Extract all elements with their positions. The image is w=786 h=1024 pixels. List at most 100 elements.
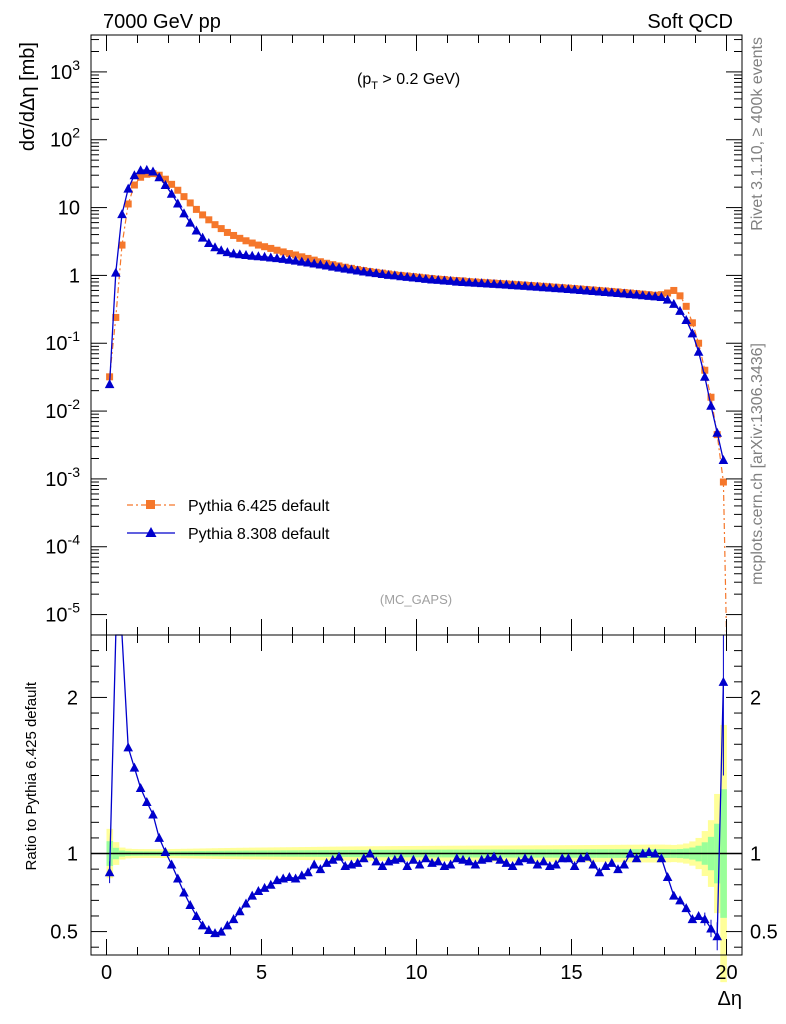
series-point-pythia6 — [254, 241, 262, 249]
series-point-pythia8 — [718, 455, 729, 465]
series-point-pythia8 — [148, 166, 158, 176]
series-point-pythia8 — [284, 254, 295, 264]
ratio-point-pythia8 — [334, 851, 344, 861]
legend-marker-pythia8 — [145, 527, 157, 537]
main-y-tick-label: 1 — [69, 265, 80, 287]
x-tick-label: 0 — [101, 962, 112, 984]
ratio-point-pythia8 — [191, 910, 202, 920]
ratio-y-tick-label: 2 — [67, 687, 78, 709]
series-point-pythia6 — [248, 239, 256, 247]
ratio-point-pythia8 — [563, 853, 574, 863]
series-point-pythia8 — [452, 276, 462, 286]
ratio-point-pythia8 — [129, 762, 140, 772]
series-point-pythia8 — [352, 265, 363, 275]
main-y-axis-label: dσ/dΔη [mb] — [17, 42, 39, 151]
side-text-top: Rivet 3.1.10, ≥ 400k events — [749, 37, 766, 231]
series-point-pythia8 — [545, 282, 555, 292]
ratio-point-pythia8 — [433, 856, 443, 866]
series-point-pythia8 — [390, 270, 400, 280]
series-point-pythia8 — [693, 346, 704, 356]
ratio-point-pythia8 — [228, 914, 239, 924]
series-point-pythia8 — [228, 248, 239, 258]
series-point-pythia6 — [211, 221, 219, 229]
legend-label-pythia8: Pythia 8.308 default — [188, 526, 330, 543]
series-point-pythia8 — [278, 253, 288, 263]
series-point-pythia8 — [501, 279, 512, 289]
series-point-pythia8 — [309, 258, 319, 268]
series-point-pythia8 — [681, 315, 691, 325]
series-point-pythia8 — [191, 225, 202, 235]
main-y-tick-label: 10-3 — [45, 464, 80, 491]
series-line-pythia6 — [109, 172, 728, 636]
ratio-point-pythia8 — [662, 871, 673, 881]
main-y-tick-label: 103 — [50, 57, 80, 84]
main-y-tick-label: 10-2 — [45, 396, 80, 423]
ratio-point-pythia8 — [371, 856, 381, 866]
series-point-pythia8 — [272, 253, 282, 263]
series-point-pythia8 — [247, 250, 257, 260]
main-x-ticks — [106, 35, 727, 635]
ratio-y-tick-label: 0.5 — [50, 922, 78, 944]
ratio-point-pythia8 — [464, 856, 474, 866]
ratio-point-pythia8 — [569, 861, 580, 871]
series-point-pythia8 — [700, 371, 710, 381]
ratio-y-tick-label-right: 1 — [750, 844, 761, 866]
series-point-pythia8 — [458, 276, 468, 286]
ratio-point-pythia8 — [253, 886, 264, 895]
ratio-point-pythia8 — [148, 809, 158, 819]
series-point-pythia8 — [687, 328, 698, 338]
series-point-pythia8 — [464, 277, 474, 287]
series-point-pythia8 — [204, 238, 214, 248]
ratio-point-pythia8 — [414, 859, 425, 869]
series-point-pythia8 — [662, 294, 673, 304]
ratio-point-pythia8 — [495, 854, 505, 864]
series-point-pythia8 — [563, 284, 574, 294]
ratio-point-pythia8 — [297, 870, 307, 880]
ratio-point-pythia8 — [600, 861, 611, 871]
series-point-pythia8 — [123, 183, 133, 193]
ratio-y-tick-label-right: 2 — [750, 687, 761, 709]
series-point-pythia8 — [222, 247, 233, 257]
series-point-pythia8 — [557, 283, 567, 293]
series-point-pythia6 — [261, 243, 269, 251]
header-right: Soft QCD — [647, 11, 733, 33]
series-point-pythia8 — [433, 274, 443, 284]
ratio-point-pythia8 — [396, 853, 406, 863]
series-point-pythia8 — [631, 289, 642, 299]
ratio-plot-area — [104, 634, 729, 951]
ratio-point-pythia8 — [607, 857, 617, 867]
ratio-point-pythia8 — [216, 926, 226, 936]
series-point-pythia8 — [377, 268, 388, 278]
x-axis-label: Δη — [718, 988, 742, 1010]
series-point-pythia8 — [476, 278, 487, 288]
series-point-pythia8 — [507, 280, 518, 290]
series-point-pythia6 — [701, 366, 709, 374]
ratio-point-pythia8 — [235, 906, 245, 916]
series-point-pythia8 — [414, 273, 425, 283]
series-point-pythia6 — [267, 244, 275, 252]
series-point-pythia8 — [117, 209, 127, 219]
series-point-pythia8 — [514, 280, 524, 290]
cut-label: (pT > 0.2 GeV) — [357, 71, 460, 92]
series-point-pythia8 — [315, 259, 326, 269]
ratio-point-pythia8 — [470, 859, 481, 869]
ratio-point-pythia8 — [259, 882, 270, 892]
legend-entry-pythia8: Pythia 8.308 default — [127, 526, 330, 543]
series-point-pythia8 — [520, 280, 530, 290]
series-point-pythia8 — [470, 277, 481, 287]
ratio-point-pythia8 — [204, 925, 214, 935]
ratio-point-pythia8 — [681, 903, 691, 913]
series-point-pythia6 — [230, 231, 238, 239]
series-point-pythia8 — [383, 269, 394, 279]
ratio-point-pythia8 — [557, 853, 567, 863]
legend: Pythia 6.425 default Pythia 8.308 defaul… — [127, 498, 330, 543]
ratio-point-pythia8 — [179, 887, 189, 897]
ratio-point-pythia8 — [222, 920, 233, 930]
series-point-pythia6 — [112, 313, 120, 321]
series-point-pythia8 — [266, 252, 276, 262]
ratio-point-pythia8 — [706, 923, 716, 933]
ratio-point-pythia8 — [687, 914, 698, 924]
ratio-point-pythia8 — [700, 914, 710, 924]
watermark: (MC_GAPS) — [380, 592, 452, 607]
ratio-point-pythia8 — [520, 853, 530, 863]
